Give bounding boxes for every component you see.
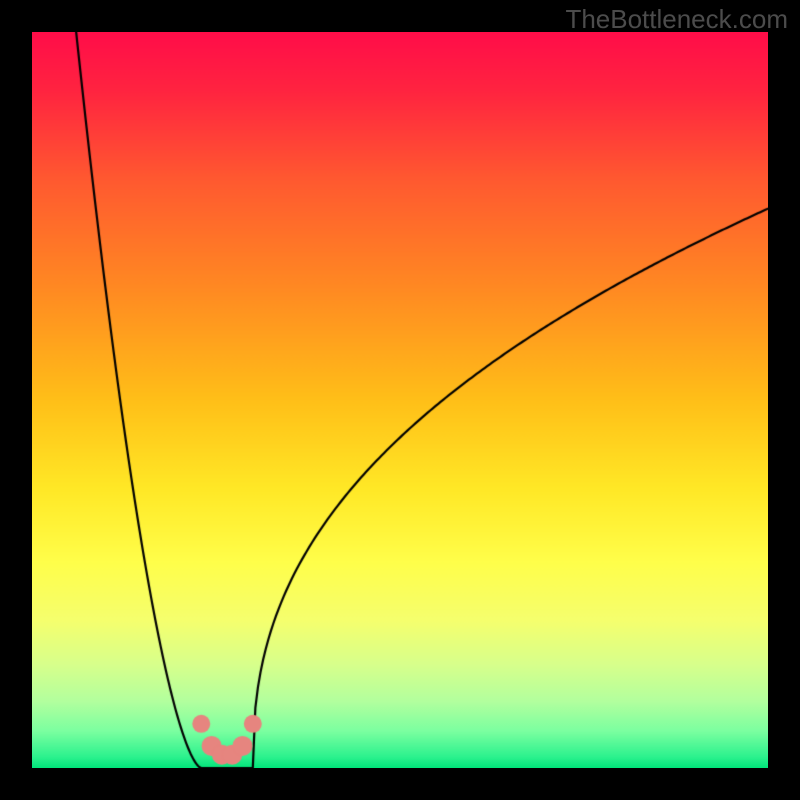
- plot-area: [32, 32, 768, 768]
- bottleneck-curve: [32, 32, 768, 768]
- stage: TheBottleneck.com: [0, 0, 800, 800]
- watermark-text: TheBottleneck.com: [565, 4, 788, 35]
